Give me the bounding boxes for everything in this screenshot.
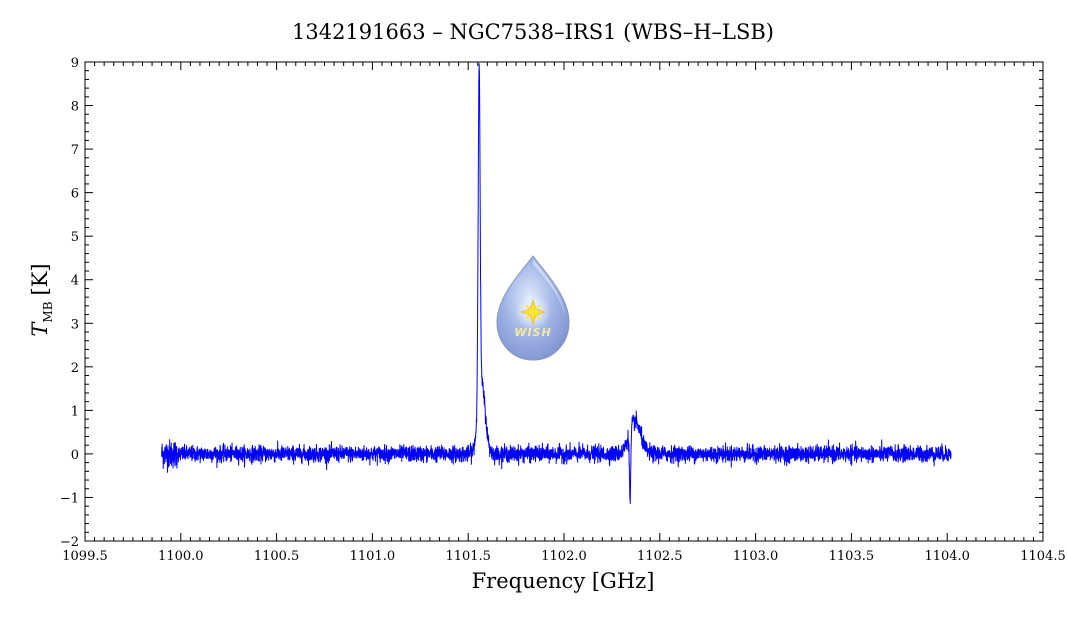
water-drop-star-logo: WISH [496, 255, 570, 361]
y-tick-label: 9 [71, 56, 79, 71]
x-tick-label: 1101.0 [350, 549, 396, 564]
x-tick-label: 1103.0 [733, 549, 779, 564]
y-tick-label: 2 [71, 361, 79, 376]
y-tick-label: −1 [60, 491, 79, 506]
y-tick-label: −2 [60, 535, 79, 550]
y-tick-label: 4 [71, 274, 79, 289]
y-axis-label-subscript: MB [41, 301, 55, 322]
y-axis-label: TMB [K] [28, 263, 55, 336]
y-tick-label: 5 [71, 230, 79, 245]
x-tick-label: 1099.5 [62, 549, 108, 564]
y-tick-label: 7 [71, 143, 79, 158]
x-tick-label: 1100.0 [158, 549, 204, 564]
x-axis-label: Frequency [GHz] [472, 569, 655, 593]
logo-text: WISH [514, 326, 551, 339]
x-tick-label: 1102.5 [637, 549, 683, 564]
x-tick-label: 1103.5 [829, 549, 875, 564]
x-tick-label: 1101.5 [445, 549, 491, 564]
y-tick-label: 3 [71, 317, 79, 332]
y-tick-label: 0 [71, 448, 79, 463]
y-axis-label-symbol: T [28, 321, 52, 337]
y-axis-label-unit: [K] [28, 263, 52, 295]
x-tick-label: 1104.5 [1020, 549, 1066, 564]
axis-tick-labels: 1099.5 1100.0 1100.5 1101.0 1101.5 1102.0 1102… [60, 56, 1066, 564]
x-tick-label: 1100.5 [254, 549, 300, 564]
chart-title: 1342191663 – NGC7538–IRS1 (WBS–H–LSB) [292, 20, 774, 44]
x-tick-label: 1104.0 [924, 549, 970, 564]
y-tick-label: 6 [71, 187, 79, 202]
spectrum-line [161, 63, 952, 505]
series-layer [161, 63, 952, 505]
y-tick-label: 1 [71, 404, 79, 419]
x-tick-label: 1102.0 [541, 549, 587, 564]
axis-ticks [84, 61, 1044, 542]
y-tick-label: 8 [71, 100, 79, 115]
